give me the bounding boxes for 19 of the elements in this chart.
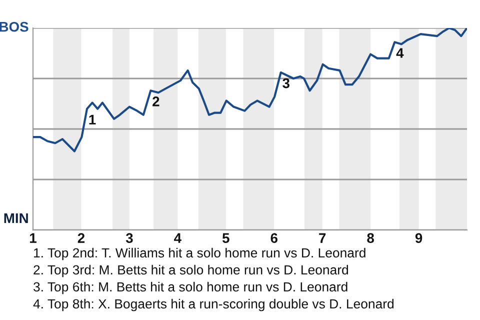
text: 4. Top 8th: X. Bogaerts hit a run-scoring double vs D. Leonard — [33, 298, 394, 312]
text: 3. Top 6th: M. Betts hit a solo home run vs D. Leonard — [34, 282, 348, 294]
x-tick-label: 7 — [319, 233, 326, 243]
x-tick-label: 5 — [222, 233, 230, 243]
x-tick-label: 3 — [126, 233, 133, 243]
x-tick-label: 8 — [367, 233, 374, 243]
text: BOS — [0, 22, 28, 32]
annotation: 4 — [396, 48, 404, 58]
x-tick-label: 1 — [30, 233, 36, 243]
x-tick-label: 2 — [78, 233, 85, 243]
annotation: 1 — [89, 114, 96, 124]
text: 2. Top 3rd: M. Betts hit a solo home run vs D. Leonard — [34, 264, 348, 278]
text: 1. Top 2nd: T. Williams hit a solo home run vs D. Leonard — [34, 248, 366, 260]
x-tick-label: 4 — [174, 233, 182, 243]
annotation: 3 — [282, 78, 290, 88]
x-tick-label: 6 — [270, 233, 278, 243]
annotation: 2 — [152, 96, 160, 106]
text: MIN — [4, 213, 28, 223]
x-tick-label: 9 — [415, 233, 422, 243]
